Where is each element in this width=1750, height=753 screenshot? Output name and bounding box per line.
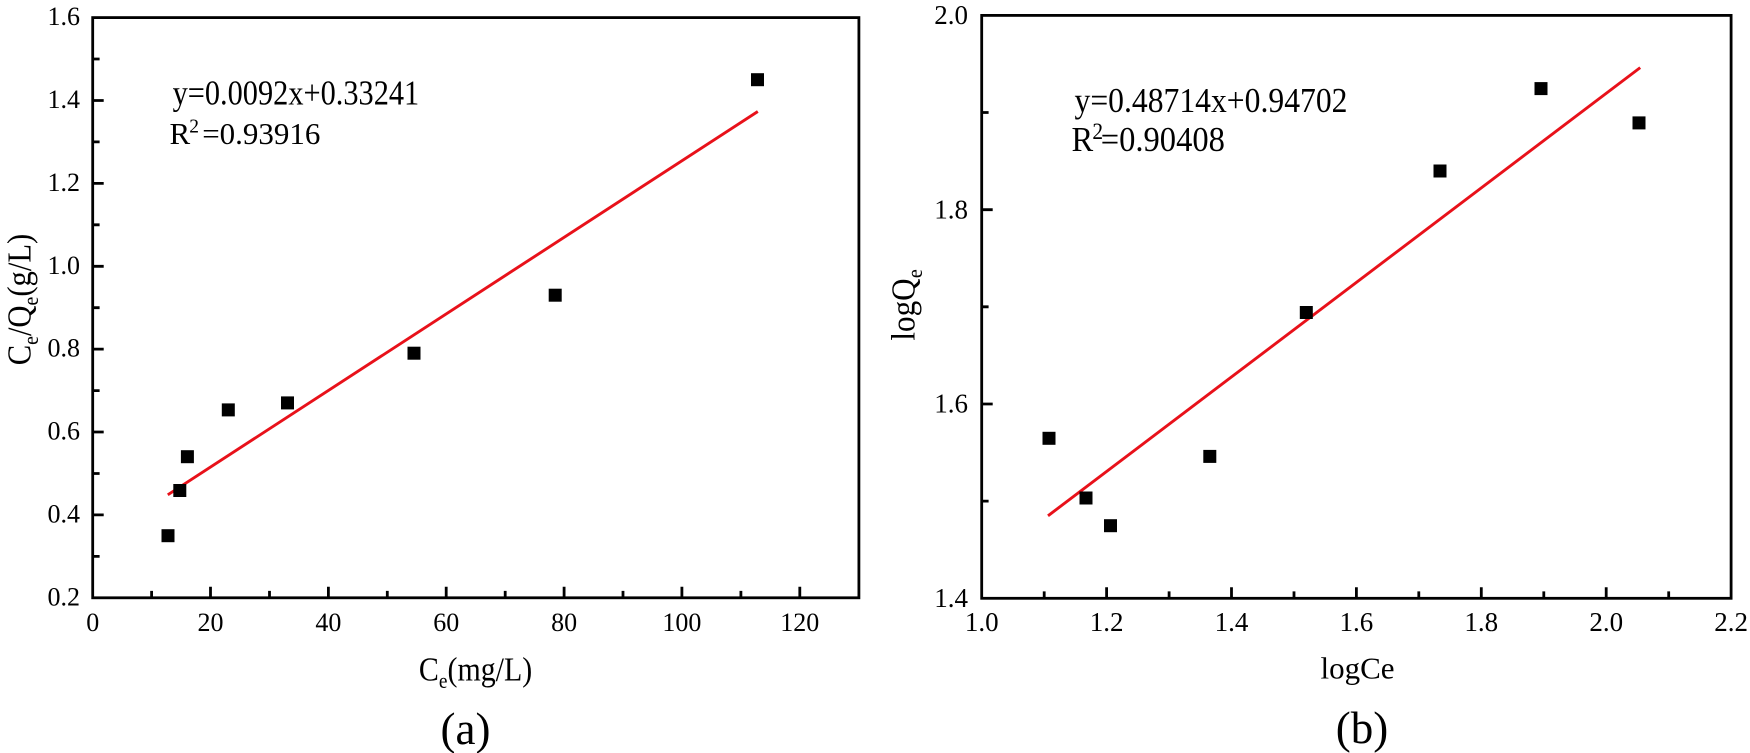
svg-text:1.8: 1.8 bbox=[1464, 607, 1498, 637]
svg-text:1.8: 1.8 bbox=[934, 194, 968, 224]
svg-text:C: C bbox=[419, 650, 439, 688]
svg-text:1.4: 1.4 bbox=[934, 583, 968, 613]
svg-text:e: e bbox=[439, 670, 448, 693]
svg-text:2.0: 2.0 bbox=[1589, 607, 1623, 637]
svg-text:e: e bbox=[902, 269, 927, 278]
svg-text:2.2: 2.2 bbox=[1714, 607, 1748, 637]
svg-text:1.6: 1.6 bbox=[1340, 607, 1374, 637]
svg-text:logCe: logCe bbox=[1321, 651, 1395, 686]
svg-text:1.0: 1.0 bbox=[48, 251, 81, 280]
svg-text:20: 20 bbox=[198, 608, 224, 637]
svg-text:100: 100 bbox=[662, 608, 701, 637]
svg-text:=0.93916: =0.93916 bbox=[202, 116, 320, 151]
svg-text:1.2: 1.2 bbox=[48, 168, 81, 197]
svg-text:y=0.0092x+0.33241: y=0.0092x+0.33241 bbox=[173, 75, 420, 113]
svg-text:60: 60 bbox=[433, 608, 459, 637]
svg-text:2: 2 bbox=[189, 116, 199, 137]
svg-text:2: 2 bbox=[1092, 118, 1103, 144]
svg-text:(a): (a) bbox=[441, 704, 491, 753]
svg-text:1.2: 1.2 bbox=[1090, 607, 1124, 637]
svg-text:0.8: 0.8 bbox=[48, 334, 81, 363]
svg-text:1.0: 1.0 bbox=[965, 607, 999, 637]
svg-text:0.4: 0.4 bbox=[48, 499, 81, 528]
svg-text:0.2: 0.2 bbox=[48, 582, 81, 611]
svg-text:/Q: /Q bbox=[0, 305, 38, 336]
svg-text:80: 80 bbox=[551, 608, 577, 637]
svg-text:C: C bbox=[0, 345, 38, 365]
svg-text:2.0: 2.0 bbox=[934, 0, 968, 30]
svg-text:1.4: 1.4 bbox=[1215, 607, 1249, 637]
svg-text:R: R bbox=[170, 116, 191, 151]
svg-text:(mg/L): (mg/L) bbox=[448, 650, 533, 688]
svg-text:e: e bbox=[18, 336, 43, 345]
svg-text:y=0.48714x+0.94702: y=0.48714x+0.94702 bbox=[1075, 82, 1348, 121]
svg-text:0: 0 bbox=[86, 608, 99, 637]
svg-text:R: R bbox=[1072, 121, 1094, 159]
svg-text:1.6: 1.6 bbox=[934, 389, 968, 419]
svg-text:(b): (b) bbox=[1336, 703, 1388, 753]
svg-text:(g/L): (g/L) bbox=[0, 234, 38, 297]
svg-text:1.6: 1.6 bbox=[48, 2, 81, 31]
svg-text:120: 120 bbox=[780, 608, 819, 637]
svg-text:logQ: logQ bbox=[885, 278, 923, 340]
svg-text:=0.90408: =0.90408 bbox=[1101, 121, 1225, 159]
svg-text:e: e bbox=[18, 297, 43, 306]
svg-text:1.4: 1.4 bbox=[48, 85, 81, 114]
svg-text:40: 40 bbox=[315, 608, 341, 637]
svg-text:0.6: 0.6 bbox=[48, 417, 81, 446]
